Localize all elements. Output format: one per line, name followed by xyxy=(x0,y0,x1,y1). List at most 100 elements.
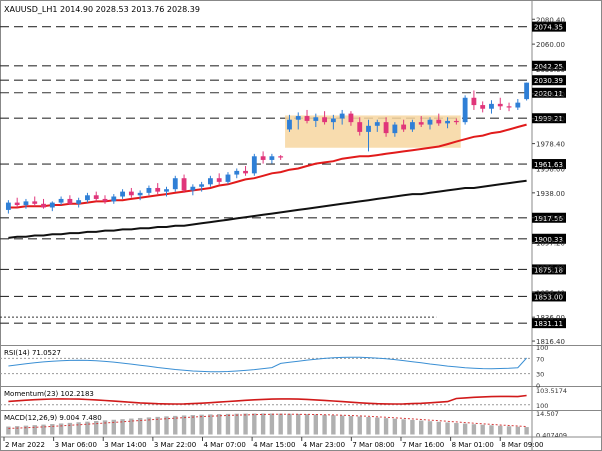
level-label-box xyxy=(532,87,566,98)
candle-body xyxy=(14,202,20,206)
candle-body xyxy=(366,125,371,132)
candle-body xyxy=(339,113,345,119)
rsi-line xyxy=(8,356,527,373)
candle-body xyxy=(137,192,143,196)
candle-body xyxy=(471,97,477,106)
level-label: 1917.56 xyxy=(534,215,563,223)
level-label-box xyxy=(532,291,566,302)
candles-layer xyxy=(5,82,530,214)
level-label-box xyxy=(532,212,566,223)
price-tick-label: 1938.00 xyxy=(536,190,565,198)
level-label: 2020.11 xyxy=(534,90,563,98)
chart-header: XAUUSD_LH1 2014.90 2028.53 2013.76 2028.… xyxy=(4,5,200,14)
indicators-layer: RSI(14) 71.0527 Momentum(23) 102.2183 MACD… xyxy=(0,344,602,440)
level-label: 2030.39 xyxy=(534,77,563,85)
level-label: 2074.35 xyxy=(534,24,563,32)
candle-body xyxy=(225,174,231,182)
candle-body xyxy=(155,187,161,192)
macd-tick-label: 14.507 xyxy=(536,410,559,418)
price-tick-label: 2039.60 xyxy=(536,66,565,74)
price-axis-layer: 2074.35 2042.25 2030.39 2020.11 1999.21 1961.… xyxy=(532,16,566,346)
macd-tick-label: 0.407409 xyxy=(536,432,567,440)
candle-body xyxy=(427,119,433,125)
candle-body xyxy=(251,156,257,174)
candle-body xyxy=(515,102,521,108)
candle-body xyxy=(295,116,301,120)
candle-body xyxy=(304,116,310,121)
candle-body xyxy=(93,195,99,199)
candle-body xyxy=(480,105,486,109)
rsi-tick-label: 70 xyxy=(536,355,544,363)
candle-body xyxy=(164,189,169,192)
rsi-tick-label: 0 xyxy=(536,382,540,390)
time-tick-label: 8 Mar 09:00 xyxy=(501,441,543,449)
time-tick-label: 8 Mar 01:00 xyxy=(452,441,494,449)
candle-body xyxy=(392,124,398,134)
candle-body xyxy=(207,178,213,185)
price-tick-label: 1998.80 xyxy=(536,116,565,124)
candle-body xyxy=(67,198,73,204)
level-label: 1853.00 xyxy=(534,293,563,301)
consolidation-zone-layer xyxy=(285,115,461,148)
price-tick-label: 1958.00 xyxy=(536,165,565,173)
candle-body xyxy=(111,196,117,202)
momentum-label: Momentum(23) 102.2183 xyxy=(4,390,94,398)
candle-body xyxy=(85,195,90,201)
candle-body xyxy=(49,202,55,208)
macd-signal-line xyxy=(8,413,527,429)
rsi-tick-label: 100 xyxy=(536,344,548,352)
time-tick-label: 4 Mar 15:00 xyxy=(253,441,295,449)
candle-body xyxy=(181,178,187,191)
candle-body xyxy=(234,170,240,175)
candle-body xyxy=(120,191,125,197)
level-label-box xyxy=(532,21,566,32)
consolidation-zone xyxy=(285,115,461,148)
candle-body xyxy=(418,122,424,125)
candle-body xyxy=(128,191,134,196)
level-label-box xyxy=(532,264,566,275)
momentum-tick-label: 103.5174 xyxy=(536,387,567,395)
price-tick-label: 2060.00 xyxy=(536,41,565,49)
time-tick-label: 3 Mar 14:00 xyxy=(104,441,146,449)
macd-label: MACD(12,26,9) 9.004 7.480 xyxy=(4,414,102,422)
price-tick-label: 2019.20 xyxy=(536,91,565,99)
level-label-box xyxy=(532,233,566,244)
price-tick-label: 1856.40 xyxy=(536,289,565,297)
candle-body xyxy=(462,97,468,123)
candle-body xyxy=(348,113,354,123)
candle-body xyxy=(489,103,494,109)
level-label-box xyxy=(532,318,566,329)
price-tick-label: 1978.40 xyxy=(536,141,565,149)
ma-fast-line xyxy=(8,123,527,209)
time-tick-label: 3 Mar 22:00 xyxy=(154,441,196,449)
candle-body xyxy=(436,119,442,124)
level-label-box xyxy=(532,60,566,71)
candle-body xyxy=(287,119,292,130)
candle-body xyxy=(410,122,415,130)
level-label: 1875.18 xyxy=(534,266,563,274)
candle-body xyxy=(497,103,503,107)
rsi-label: RSI(14) 71.0527 xyxy=(4,349,61,357)
candle-body xyxy=(190,186,196,191)
candle-body xyxy=(506,106,512,108)
time-tick-label: 4 Mar 23:00 xyxy=(303,441,345,449)
candle-body xyxy=(524,82,530,100)
price-tick-label: 1917.60 xyxy=(536,215,565,223)
level-label-box xyxy=(532,159,566,170)
rsi-tick-label: 30 xyxy=(536,371,544,379)
level-label: 1900.33 xyxy=(534,236,563,244)
candle-body xyxy=(76,200,82,204)
candle-body xyxy=(401,124,407,130)
candle-body xyxy=(445,120,450,124)
candle-body xyxy=(260,156,266,160)
candle-body xyxy=(374,122,380,126)
candle-body xyxy=(146,187,152,193)
candle-body xyxy=(269,156,275,160)
level-label: 1961.63 xyxy=(534,161,563,169)
level-label-box xyxy=(532,75,566,86)
moving-averages-layer xyxy=(8,123,527,239)
